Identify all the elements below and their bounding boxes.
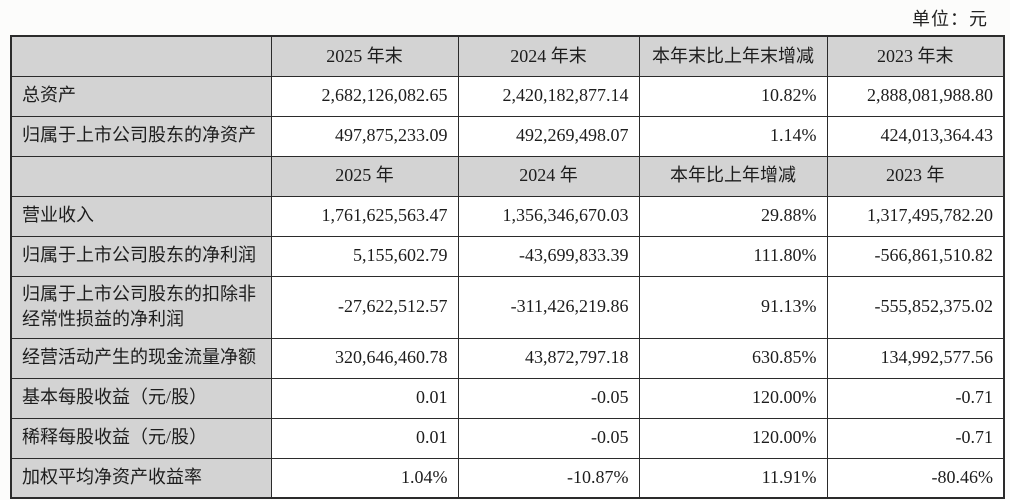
column-header-cell: 2024 年 — [457, 155, 640, 197]
value-cell: 2,420,182,877.14 — [457, 75, 640, 117]
value-cell: 0.01 — [270, 417, 459, 459]
value-cell: 1,317,495,782.20 — [826, 195, 1005, 237]
value-cell: 1,761,625,563.47 — [270, 195, 459, 237]
column-header-cell: 本年比上年增减 — [638, 155, 828, 197]
table-header-row-yearend: 2025 年末 2024 年末 本年末比上年末增减 2023 年末 — [10, 35, 1005, 77]
table-row-weighted-avg-roe: 加权平均净资产收益率 1.04% -10.87% 11.91% -80.46% — [10, 457, 1005, 499]
value-cell: 120.00% — [638, 417, 828, 459]
table-row-total-assets: 总资产 2,682,126,082.65 2,420,182,877.14 10… — [10, 75, 1005, 117]
value-cell: -555,852,375.02 — [826, 275, 1005, 339]
row-label-cell: 加权平均净资产收益率 — [10, 457, 272, 499]
value-cell: -0.71 — [826, 377, 1005, 419]
value-cell: 134,992,577.56 — [826, 337, 1005, 379]
value-cell: 1.04% — [270, 457, 459, 499]
financial-summary-table: 2025 年末 2024 年末 本年末比上年末增减 2023 年末 总资产 2,… — [10, 35, 1005, 499]
table-row-net-profit-excl-nonrecurring: 归属于上市公司股东的扣除非经常性损益的净利润 -27,622,512.57 -3… — [10, 275, 1005, 339]
value-cell: 1.14% — [638, 115, 828, 157]
value-cell: -0.71 — [826, 417, 1005, 459]
value-cell: 424,013,364.43 — [826, 115, 1005, 157]
column-header-cell — [10, 155, 272, 197]
row-label-cell: 基本每股收益（元/股） — [10, 377, 272, 419]
value-cell: 630.85% — [638, 337, 828, 379]
value-cell: 111.80% — [638, 235, 828, 277]
value-cell: -0.05 — [457, 377, 640, 419]
value-cell: 120.00% — [638, 377, 828, 419]
value-cell: 29.88% — [638, 195, 828, 237]
table-row-operating-cash-flow: 经营活动产生的现金流量净额 320,646,460.78 43,872,797.… — [10, 337, 1005, 379]
value-cell: 492,269,498.07 — [457, 115, 640, 157]
column-header-cell: 2023 年 — [826, 155, 1005, 197]
column-header-cell: 2023 年末 — [826, 35, 1005, 77]
value-cell: 2,682,126,082.65 — [270, 75, 459, 117]
table-row-net-profit: 归属于上市公司股东的净利润 5,155,602.79 -43,699,833.3… — [10, 235, 1005, 277]
value-cell: 320,646,460.78 — [270, 337, 459, 379]
column-header-cell: 本年末比上年末增减 — [638, 35, 828, 77]
value-cell: 91.13% — [638, 275, 828, 339]
row-label-cell: 经营活动产生的现金流量净额 — [10, 337, 272, 379]
table-row-basic-eps: 基本每股收益（元/股） 0.01 -0.05 120.00% -0.71 — [10, 377, 1005, 419]
value-cell: 10.82% — [638, 75, 828, 117]
value-cell: 0.01 — [270, 377, 459, 419]
value-cell: 497,875,233.09 — [270, 115, 459, 157]
value-cell: -0.05 — [457, 417, 640, 459]
value-cell: -80.46% — [826, 457, 1005, 499]
value-cell: -10.87% — [457, 457, 640, 499]
row-label-cell: 总资产 — [10, 75, 272, 117]
column-header-cell: 2025 年末 — [270, 35, 459, 77]
value-cell: 43,872,797.18 — [457, 337, 640, 379]
table-row-diluted-eps: 稀释每股收益（元/股） 0.01 -0.05 120.00% -0.71 — [10, 417, 1005, 459]
value-cell: -27,622,512.57 — [270, 275, 459, 339]
value-cell: 5,155,602.79 — [270, 235, 459, 277]
table-row-revenue: 营业收入 1,761,625,563.47 1,356,346,670.03 2… — [10, 195, 1005, 237]
column-header-cell — [10, 35, 272, 77]
unit-label: 单位：元 — [912, 9, 988, 29]
row-label-cell: 稀释每股收益（元/股） — [10, 417, 272, 459]
value-cell: -43,699,833.39 — [457, 235, 640, 277]
table-row-net-assets: 归属于上市公司股东的净资产 497,875,233.09 492,269,498… — [10, 115, 1005, 157]
value-cell: -566,861,510.82 — [826, 235, 1005, 277]
key-indicators-table: 2025 年末 2024 年末 本年末比上年末增减 2023 年末 总资产 2,… — [10, 35, 1005, 499]
value-cell: 11.91% — [638, 457, 828, 499]
row-label-cell: 营业收入 — [10, 195, 272, 237]
value-cell: 1,356,346,670.03 — [457, 195, 640, 237]
table-header-row-year: 2025 年 2024 年 本年比上年增减 2023 年 — [10, 155, 1005, 197]
column-header-cell: 2025 年 — [270, 155, 459, 197]
value-cell: 2,888,081,988.80 — [826, 75, 1005, 117]
row-label-cell: 归属于上市公司股东的扣除非经常性损益的净利润 — [10, 275, 272, 339]
row-label-cell: 归属于上市公司股东的净利润 — [10, 235, 272, 277]
column-header-cell: 2024 年末 — [457, 35, 640, 77]
row-label-cell: 归属于上市公司股东的净资产 — [10, 115, 272, 157]
value-cell: -311,426,219.86 — [457, 275, 640, 339]
